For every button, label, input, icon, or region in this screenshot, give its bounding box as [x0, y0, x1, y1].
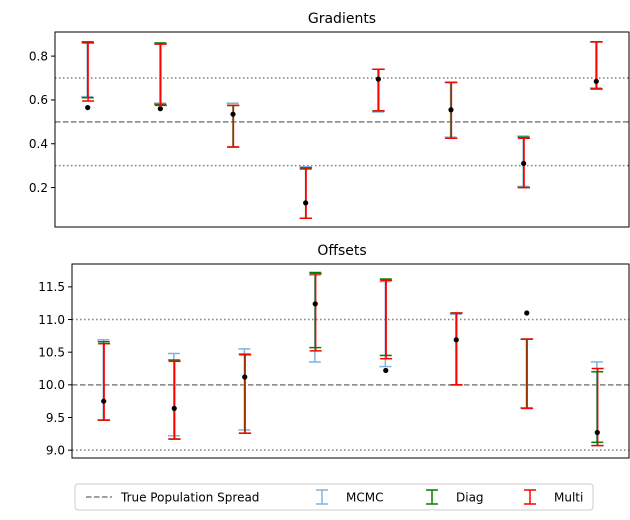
axes-frame — [71, 263, 630, 459]
legend-label: MCMC — [346, 491, 383, 505]
errorbar-multi — [154, 43, 167, 107]
y-tick-label: 10.0 — [38, 378, 65, 392]
errorbar-multi — [168, 360, 181, 440]
legend-entry-diag: Diag — [426, 489, 484, 505]
legend-errorbar-swatch — [524, 489, 536, 505]
true-value-point — [593, 78, 599, 84]
legend-errorbar-swatch — [316, 489, 328, 505]
true-value-point — [85, 104, 91, 111]
errorbar-multi — [300, 167, 313, 219]
errorbar-multi — [82, 42, 95, 102]
y-tick-label: 9.0 — [46, 443, 65, 457]
y-tick-label: 0.6 — [29, 93, 48, 107]
legend-entry-mcmc: MCMC — [316, 489, 383, 505]
true-value-point — [242, 374, 248, 380]
true-value-point — [157, 106, 163, 112]
legend-entry-true-spread: True Population Spread — [86, 491, 259, 505]
errorbar-multi — [380, 279, 393, 360]
panel-title: Offsets — [317, 243, 366, 259]
y-tick-label: 11.5 — [38, 280, 65, 294]
true-value-point — [524, 310, 530, 316]
true-value-point — [312, 301, 318, 307]
true-value-point — [594, 429, 600, 436]
true-value-point — [453, 337, 459, 343]
true-value-point — [303, 200, 309, 206]
y-tick-label: 0.4 — [29, 137, 48, 151]
errorbar-multi — [309, 273, 322, 352]
legend-frame — [74, 483, 594, 511]
true-value-point — [448, 107, 454, 113]
panel-offsets: Offsets 9.0 9.5 10.0 10.5 11.0 11.5 — [38, 243, 630, 459]
errorbar-multi — [372, 68, 385, 112]
true-value-point — [230, 111, 236, 117]
legend-label: True Population Spread — [120, 491, 259, 505]
y-tick-label: 11.0 — [38, 313, 65, 327]
true-value-point — [383, 367, 389, 374]
axes-frame — [54, 31, 630, 228]
true-value-point — [521, 160, 527, 167]
legend-errorbar-swatch — [426, 489, 438, 505]
legend-label: Multi — [554, 491, 583, 505]
y-tick-label: 0.8 — [29, 49, 48, 63]
panel-title: Gradients — [308, 11, 376, 27]
errorbar-multi — [239, 354, 252, 434]
true-value-point — [101, 398, 107, 404]
legend: True Population Spread MCMC Diag — [74, 483, 594, 511]
errorbar-multi — [98, 342, 111, 421]
y-tick-label: 9.5 — [46, 411, 65, 425]
legend-label: Diag — [456, 491, 484, 505]
panel-gradients: Gradients 0.2 0.4 0.6 0.8 — [29, 11, 630, 228]
y-tick-label: 10.5 — [38, 345, 65, 359]
errorbar-multi — [521, 338, 534, 410]
errorbar-multi — [450, 312, 463, 386]
y-tick-label: 0.2 — [29, 181, 48, 195]
true-value-point — [375, 76, 381, 82]
legend-entry-multi: Multi — [524, 489, 583, 505]
true-value-point — [171, 405, 177, 411]
